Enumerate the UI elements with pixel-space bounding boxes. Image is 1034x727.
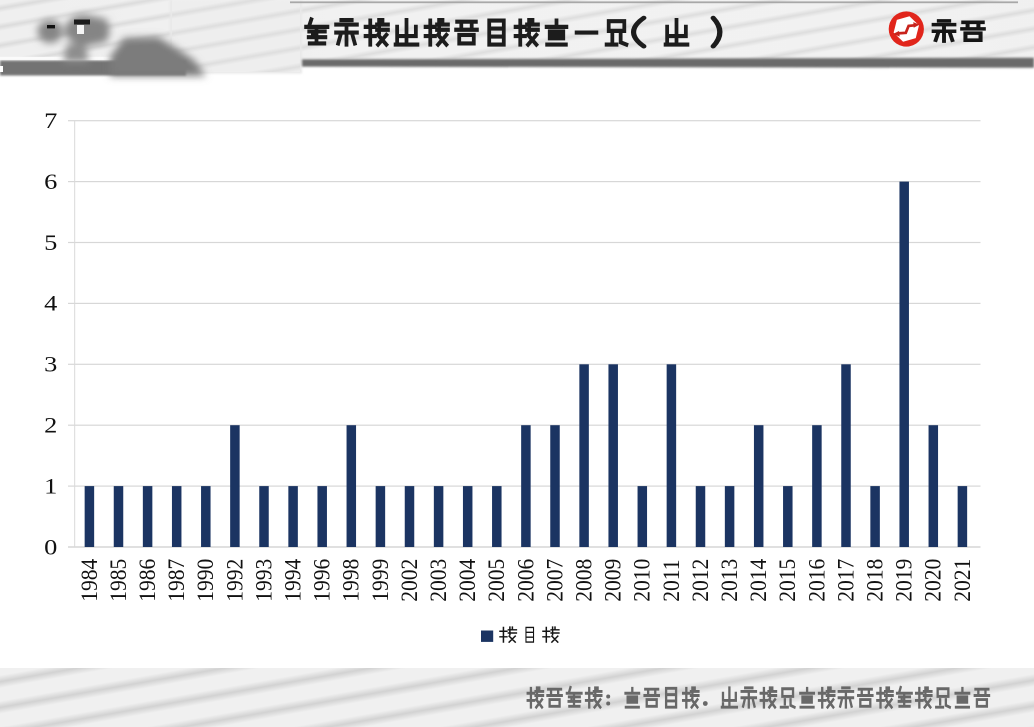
svg-text:2017: 2017 <box>833 559 859 602</box>
svg-text:2018: 2018 <box>862 559 888 602</box>
svg-text:1992: 1992 <box>221 559 247 602</box>
svg-text:2009: 2009 <box>600 559 626 602</box>
svg-text:2004: 2004 <box>454 559 480 602</box>
svg-text:2007: 2007 <box>542 559 568 602</box>
svg-text:1985: 1985 <box>105 559 131 602</box>
svg-text:0: 0 <box>44 535 57 559</box>
svg-text:4: 4 <box>44 292 57 316</box>
svg-text:1987: 1987 <box>163 559 189 602</box>
svg-text:2011: 2011 <box>658 560 684 602</box>
svg-text:1: 1 <box>44 474 57 498</box>
svg-text:7: 7 <box>44 109 57 133</box>
svg-text:1990: 1990 <box>192 559 218 602</box>
svg-text:2019: 2019 <box>891 559 917 602</box>
svg-text:2: 2 <box>44 413 57 437</box>
svg-text:2014: 2014 <box>745 559 771 602</box>
svg-text:1999: 1999 <box>367 559 393 602</box>
svg-text:1986: 1986 <box>134 559 160 602</box>
svg-text:2021: 2021 <box>949 559 975 602</box>
svg-text:2012: 2012 <box>687 559 713 602</box>
svg-text:1996: 1996 <box>309 559 335 602</box>
svg-text:1994: 1994 <box>280 559 306 602</box>
svg-text:2005: 2005 <box>483 559 509 602</box>
svg-text:2008: 2008 <box>571 559 597 602</box>
svg-text:6: 6 <box>44 170 57 194</box>
svg-text:2010: 2010 <box>629 559 655 602</box>
svg-text:2020: 2020 <box>920 559 946 602</box>
svg-text:1993: 1993 <box>251 559 277 602</box>
svg-text:2006: 2006 <box>512 559 538 602</box>
svg-text:5: 5 <box>44 231 57 255</box>
svg-text:2015: 2015 <box>774 559 800 602</box>
svg-text:1998: 1998 <box>338 559 364 602</box>
svg-text:2002: 2002 <box>396 559 422 602</box>
svg-text:2003: 2003 <box>425 559 451 602</box>
svg-text:2013: 2013 <box>716 559 742 602</box>
svg-text:2016: 2016 <box>803 559 829 602</box>
svg-text:1984: 1984 <box>76 559 102 602</box>
svg-text:3: 3 <box>44 353 57 377</box>
